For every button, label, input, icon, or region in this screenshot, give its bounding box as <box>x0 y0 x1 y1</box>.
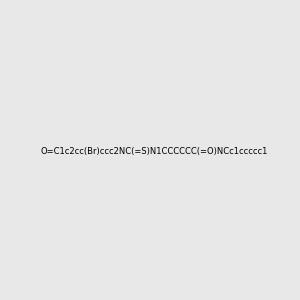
Text: O=C1c2cc(Br)ccc2NC(=S)N1CCCCCC(=O)NCc1ccccc1: O=C1c2cc(Br)ccc2NC(=S)N1CCCCCC(=O)NCc1cc… <box>40 147 267 156</box>
